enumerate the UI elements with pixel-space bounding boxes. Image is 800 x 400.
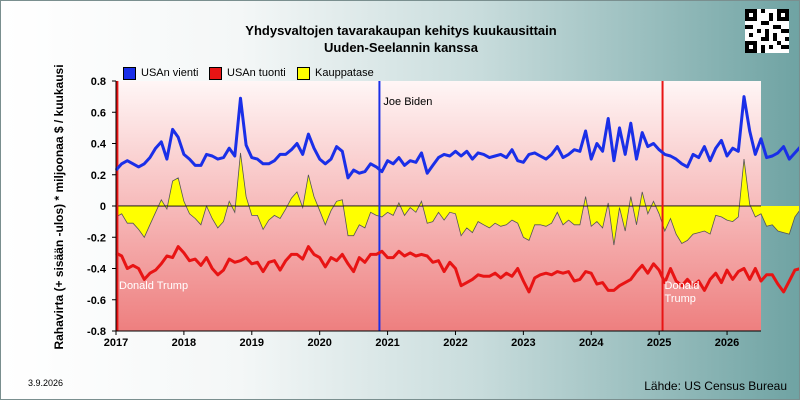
x-tick-label: 2018 [172,337,196,349]
balance-line [115,152,799,246]
y-tick-label: 0.4 [91,139,107,151]
x-tick-label: 2021 [375,337,399,349]
y-tick-label: -0.2 [87,232,106,244]
legend-swatch-export [123,66,136,80]
annotation-trump-second: Donald Trump [665,280,700,305]
x-tick-label: 2025 [647,337,671,349]
chart-title-line2: Uuden-Seelannin kanssa [324,40,478,55]
legend-item-export: USAn vienti [123,66,198,80]
date-label: 3.9.2026 [28,378,64,388]
annotation-biden: Joe Biden [383,96,432,108]
y-tick-label: -0.8 [87,326,106,338]
y-tick-label: 0.6 [91,107,106,119]
annotation-trump-first: Donald Trump [119,280,188,292]
x-tick-label: 2022 [443,337,467,349]
chart-title-line1: Yhdysvaltojen tavarakaupan kehitys kuuka… [245,23,557,38]
x-tick-label: 2024 [579,337,604,349]
y-tick-label: 0.2 [91,170,106,182]
x-tick-label: 2019 [240,337,264,349]
export-line [114,95,799,180]
y-tick-label: -0.4 [87,264,107,276]
x-tick-label: 2017 [104,337,128,349]
legend-label-balance: Kauppatase [315,67,374,79]
y-tick-label: 0.8 [91,76,106,88]
x-tick-label: 2023 [511,337,535,349]
qr-code-icon [745,9,789,53]
legend-label-export: USAn vienti [141,67,199,79]
legend-swatch-balance [297,66,310,80]
legend-item-balance: Kauppatase [297,66,374,80]
import-line [115,245,799,294]
x-tick-label: 2020 [307,337,331,349]
legend-item-import: USAn tuonti [209,66,286,80]
y-tick-label: -0.6 [87,295,106,307]
source-label: Lähde: US Census Bureau [644,379,787,393]
legend-label-import: USAn tuonti [227,67,286,79]
y-tick-label: 0 [100,201,106,213]
x-tick-label: 2026 [715,337,739,349]
legend-swatch-import [209,66,222,80]
